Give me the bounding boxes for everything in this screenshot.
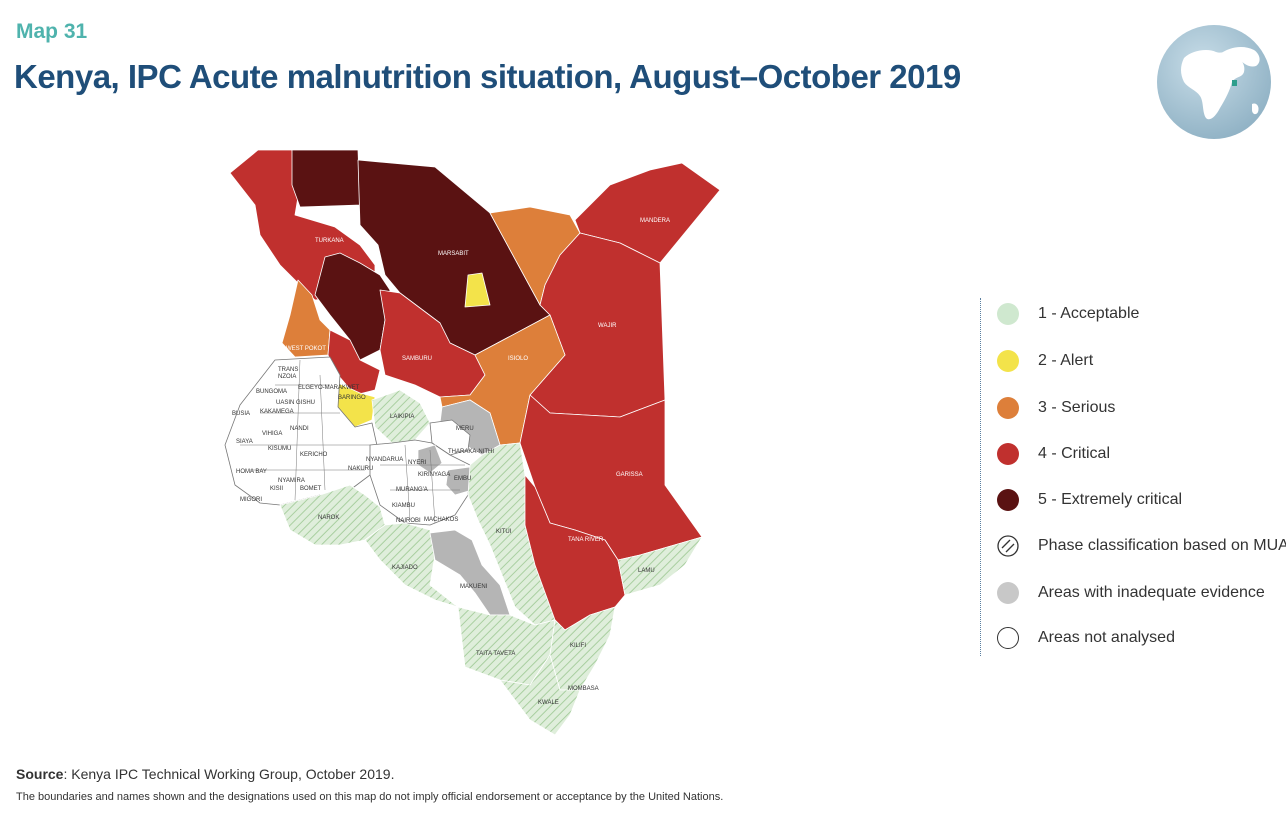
label-nyamira: NYAMIRA <box>278 478 305 484</box>
source-text: : Kenya IPC Technical Working Group, Oct… <box>63 766 395 782</box>
label-mandera: MANDERA <box>640 218 670 224</box>
label-isiolo: ISIOLO <box>508 356 528 362</box>
legend-label-acceptable: 1 - Acceptable <box>1038 305 1140 322</box>
label-nairobi: NAIROBI <box>396 518 421 524</box>
label-nandi: NANDI <box>290 426 309 432</box>
label-laikipia: LAIKIPIA <box>390 414 414 420</box>
label-kericho: KERICHO <box>300 452 328 458</box>
label-wajir: WAJIR <box>598 323 617 329</box>
globe-locator-icon <box>1157 25 1271 139</box>
legend-item-critical: 4 - Critical <box>997 441 1110 467</box>
legend-label-not-analysed: Areas not analysed <box>1038 629 1175 646</box>
label-elgeyo-marakwet: ELGEYO-MARAKWET <box>298 385 360 391</box>
label-bungoma: BUNGOMA <box>256 389 287 395</box>
label-baringo: BARINGO <box>338 395 366 401</box>
county-laikipia <box>371 389 431 444</box>
legend-swatch-serious <box>997 397 1019 419</box>
label-meru: MERU <box>456 426 474 432</box>
label-kisii: KISII <box>270 486 283 492</box>
label-trans-nzoia: TRANS NZOIA <box>278 367 298 380</box>
label-tana-river: TANA RIVER <box>568 537 604 543</box>
legend-swatch-acceptable <box>997 303 1019 325</box>
label-machakos: MACHAKOS <box>424 517 458 523</box>
label-samburu: SAMBURU <box>402 356 432 362</box>
county-kwale <box>499 654 581 736</box>
label-busia: BUSIA <box>232 411 250 417</box>
label-embu: EMBU <box>454 476 471 482</box>
label-tharaka-nithi: THARAKA-NITHI <box>448 449 494 455</box>
label-kakamega: KAKAMEGA <box>260 409 294 415</box>
disclaimer-note: The boundaries and names shown and the d… <box>16 791 724 803</box>
county-kajiado <box>364 522 459 608</box>
legend-swatch-extremely-critical <box>997 489 1019 511</box>
label-homa-bay: HOMA BAY <box>236 469 267 475</box>
legend-item-alert: 2 - Alert <box>997 348 1093 374</box>
county-marsabit-alert <box>464 272 491 308</box>
county-tana-river <box>524 474 626 631</box>
legend-label-muac: Phase classification based on MUAC <box>1038 537 1286 554</box>
legend-swatch-inadequate-evidence <box>997 582 1019 604</box>
legend-item-extremely-critical: 5 - Extremely critical <box>997 487 1182 513</box>
legend-item-not-analysed: Areas not analysed <box>997 625 1175 651</box>
hatched-circle-icon <box>997 535 1019 557</box>
legend-label-extremely-critical: 5 - Extremely critical <box>1038 491 1183 508</box>
label-nyandarua: NYANDARUA <box>366 457 403 463</box>
label-kisumu: KISUMU <box>268 446 291 452</box>
map-title: Kenya, IPC Acute malnutrition situation,… <box>14 58 961 95</box>
county-turkana-north <box>291 149 361 208</box>
map-number-label: Map 31 <box>16 20 88 43</box>
county-lamu <box>617 536 703 596</box>
label-murang-a: MURANG'A <box>396 487 428 493</box>
source-label: Source <box>16 766 64 782</box>
kenya-map: TURKANA MARSABIT MANDERA WAJIR WEST POKO… <box>224 149 721 736</box>
source-note: Source: Kenya IPC Technical Working Grou… <box>16 766 394 782</box>
county-nyeri-grey <box>417 444 443 474</box>
label-makueni: MAKUENI <box>460 584 488 590</box>
legend-swatch-not-analysed <box>997 627 1019 649</box>
legend-item-serious: 3 - Serious <box>997 395 1115 421</box>
legend-label-inadequate-evidence: Areas with inadequate evidence <box>1038 584 1265 601</box>
label-kirinyaga: KIRINYAGA <box>418 472 450 478</box>
label-vihiga: VIHIGA <box>262 431 282 437</box>
label-mombasa: MOMBASA <box>568 686 599 692</box>
legend-label-critical: 4 - Critical <box>1038 445 1111 462</box>
label-kwale: KWALE <box>538 700 559 706</box>
map-legend: 1 - Acceptable 2 - Alert 3 - Serious 4 -… <box>980 298 1286 656</box>
label-nakuru: NAKURU <box>348 466 373 472</box>
label-west-pokot: WEST POKOT <box>286 346 326 352</box>
label-uasin-gishu: UASIN GISHU <box>276 400 315 406</box>
label-kajiado: KAJIADO <box>392 565 418 571</box>
label-narok: NAROK <box>318 515 339 521</box>
legend-swatch-critical <box>997 443 1019 465</box>
label-lamu: LAMU <box>638 568 655 574</box>
label-garissa: GARISSA <box>616 472 643 478</box>
label-kiambu: KIAMBU <box>392 503 415 509</box>
legend-swatch-alert <box>997 350 1019 372</box>
legend-label-serious: 3 - Serious <box>1038 399 1116 416</box>
label-turkana: TURKANA <box>315 238 344 244</box>
label-marsabit: MARSABIT <box>438 251 469 257</box>
legend-item-inadequate-evidence: Areas with inadequate evidence <box>997 580 1265 606</box>
label-siaya: SIAYA <box>236 439 253 445</box>
legend-item-acceptable: 1 - Acceptable <box>997 301 1139 327</box>
label-kitui: KITUI <box>496 529 512 535</box>
label-kilifi: KILIFI <box>570 643 586 649</box>
county-embu-grey <box>445 466 473 496</box>
label-nyeri: NYERI <box>408 460 427 466</box>
county-western-not-analysed <box>224 356 379 506</box>
legend-item-muac: Phase classification based on MUAC <box>997 533 1286 559</box>
label-bomet: BOMET <box>300 486 322 492</box>
legend-label-alert: 2 - Alert <box>1038 352 1094 369</box>
label-migori: MIGORI <box>240 497 262 503</box>
label-taita-taveta: TAITA TAVETA <box>476 651 515 657</box>
